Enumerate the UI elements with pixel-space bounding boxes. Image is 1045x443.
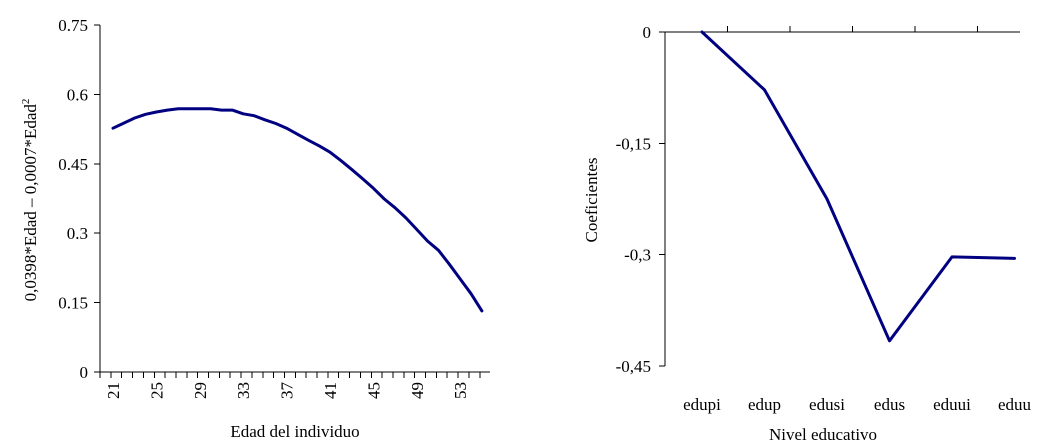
left-x-ticks: 21 25 29 33 37 41 45 49 53: [99, 372, 481, 400]
right-x-category-label: edusi: [809, 395, 845, 414]
left-y-axis-label-main: 0,0398*Edad – 0,0007*Edad: [21, 104, 40, 302]
right-x-category-label: edus: [874, 395, 905, 414]
right-x-category-label: eduu: [998, 395, 1032, 414]
right-x-category-label: edup: [748, 395, 781, 414]
education-coefficient-line: [700, 30, 1016, 343]
right-x-category-label: eduui: [933, 395, 971, 414]
right-x-axis-label: Nivel educativo: [769, 425, 877, 443]
right-y-tick-label: -0,15: [616, 134, 651, 153]
left-x-tick-label: 53: [451, 382, 470, 399]
left-x-tick-label: 45: [364, 382, 383, 399]
left-x-tick-label: 37: [278, 382, 297, 400]
right-y-tick-label: -0,45: [616, 357, 651, 376]
right-y-ticks: 0 -0,15 -0,3 -0,45: [616, 23, 665, 376]
right-y-tick-label: 0: [643, 23, 652, 42]
left-y-tick-label: 0: [80, 363, 89, 382]
left-y-tick-label: 0.45: [58, 155, 88, 174]
left-x-tick-label: 41: [321, 382, 340, 399]
left-x-tick-label: 21: [104, 382, 123, 399]
right-y-tick-label: -0,3: [624, 246, 651, 265]
left-y-axis-label: 0,0398*Edad – 0,0007*Edad2: [20, 99, 40, 302]
right-y-axis-label: Coeficientes: [582, 158, 601, 243]
right-x-ticks: edupi edup edusi edus eduui eduu: [683, 26, 1032, 414]
left-y-tick-label: 0.3: [67, 224, 88, 243]
right-x-category-label: edupi: [683, 395, 721, 414]
left-y-tick-label: 0.75: [58, 16, 88, 35]
age-effect-chart: 0 0.15 0.3 0.45 0.6 0.75 21 25 29 33 37 41 45 49 53 E…: [20, 16, 490, 441]
left-x-tick-label: 29: [191, 382, 210, 399]
age-effect-line: [111, 107, 484, 313]
left-y-tick-label: 0.15: [58, 294, 88, 313]
left-x-tick-label: 49: [408, 382, 427, 399]
left-x-tick-label: 33: [234, 382, 253, 399]
left-x-axis-label: Edad del individuo: [230, 422, 359, 441]
left-y-tick-label: 0.6: [67, 85, 88, 104]
left-x-tick-label: 25: [147, 382, 166, 399]
left-y-ticks: 0 0.15 0.3 0.45 0.6 0.75: [58, 16, 100, 382]
education-coefficients-chart: 0-0,15-0,3-0,45 edupi edup edusi edus eduui e…: [582, 23, 1032, 443]
left-y-axis-label-superscript: 2: [20, 99, 32, 105]
